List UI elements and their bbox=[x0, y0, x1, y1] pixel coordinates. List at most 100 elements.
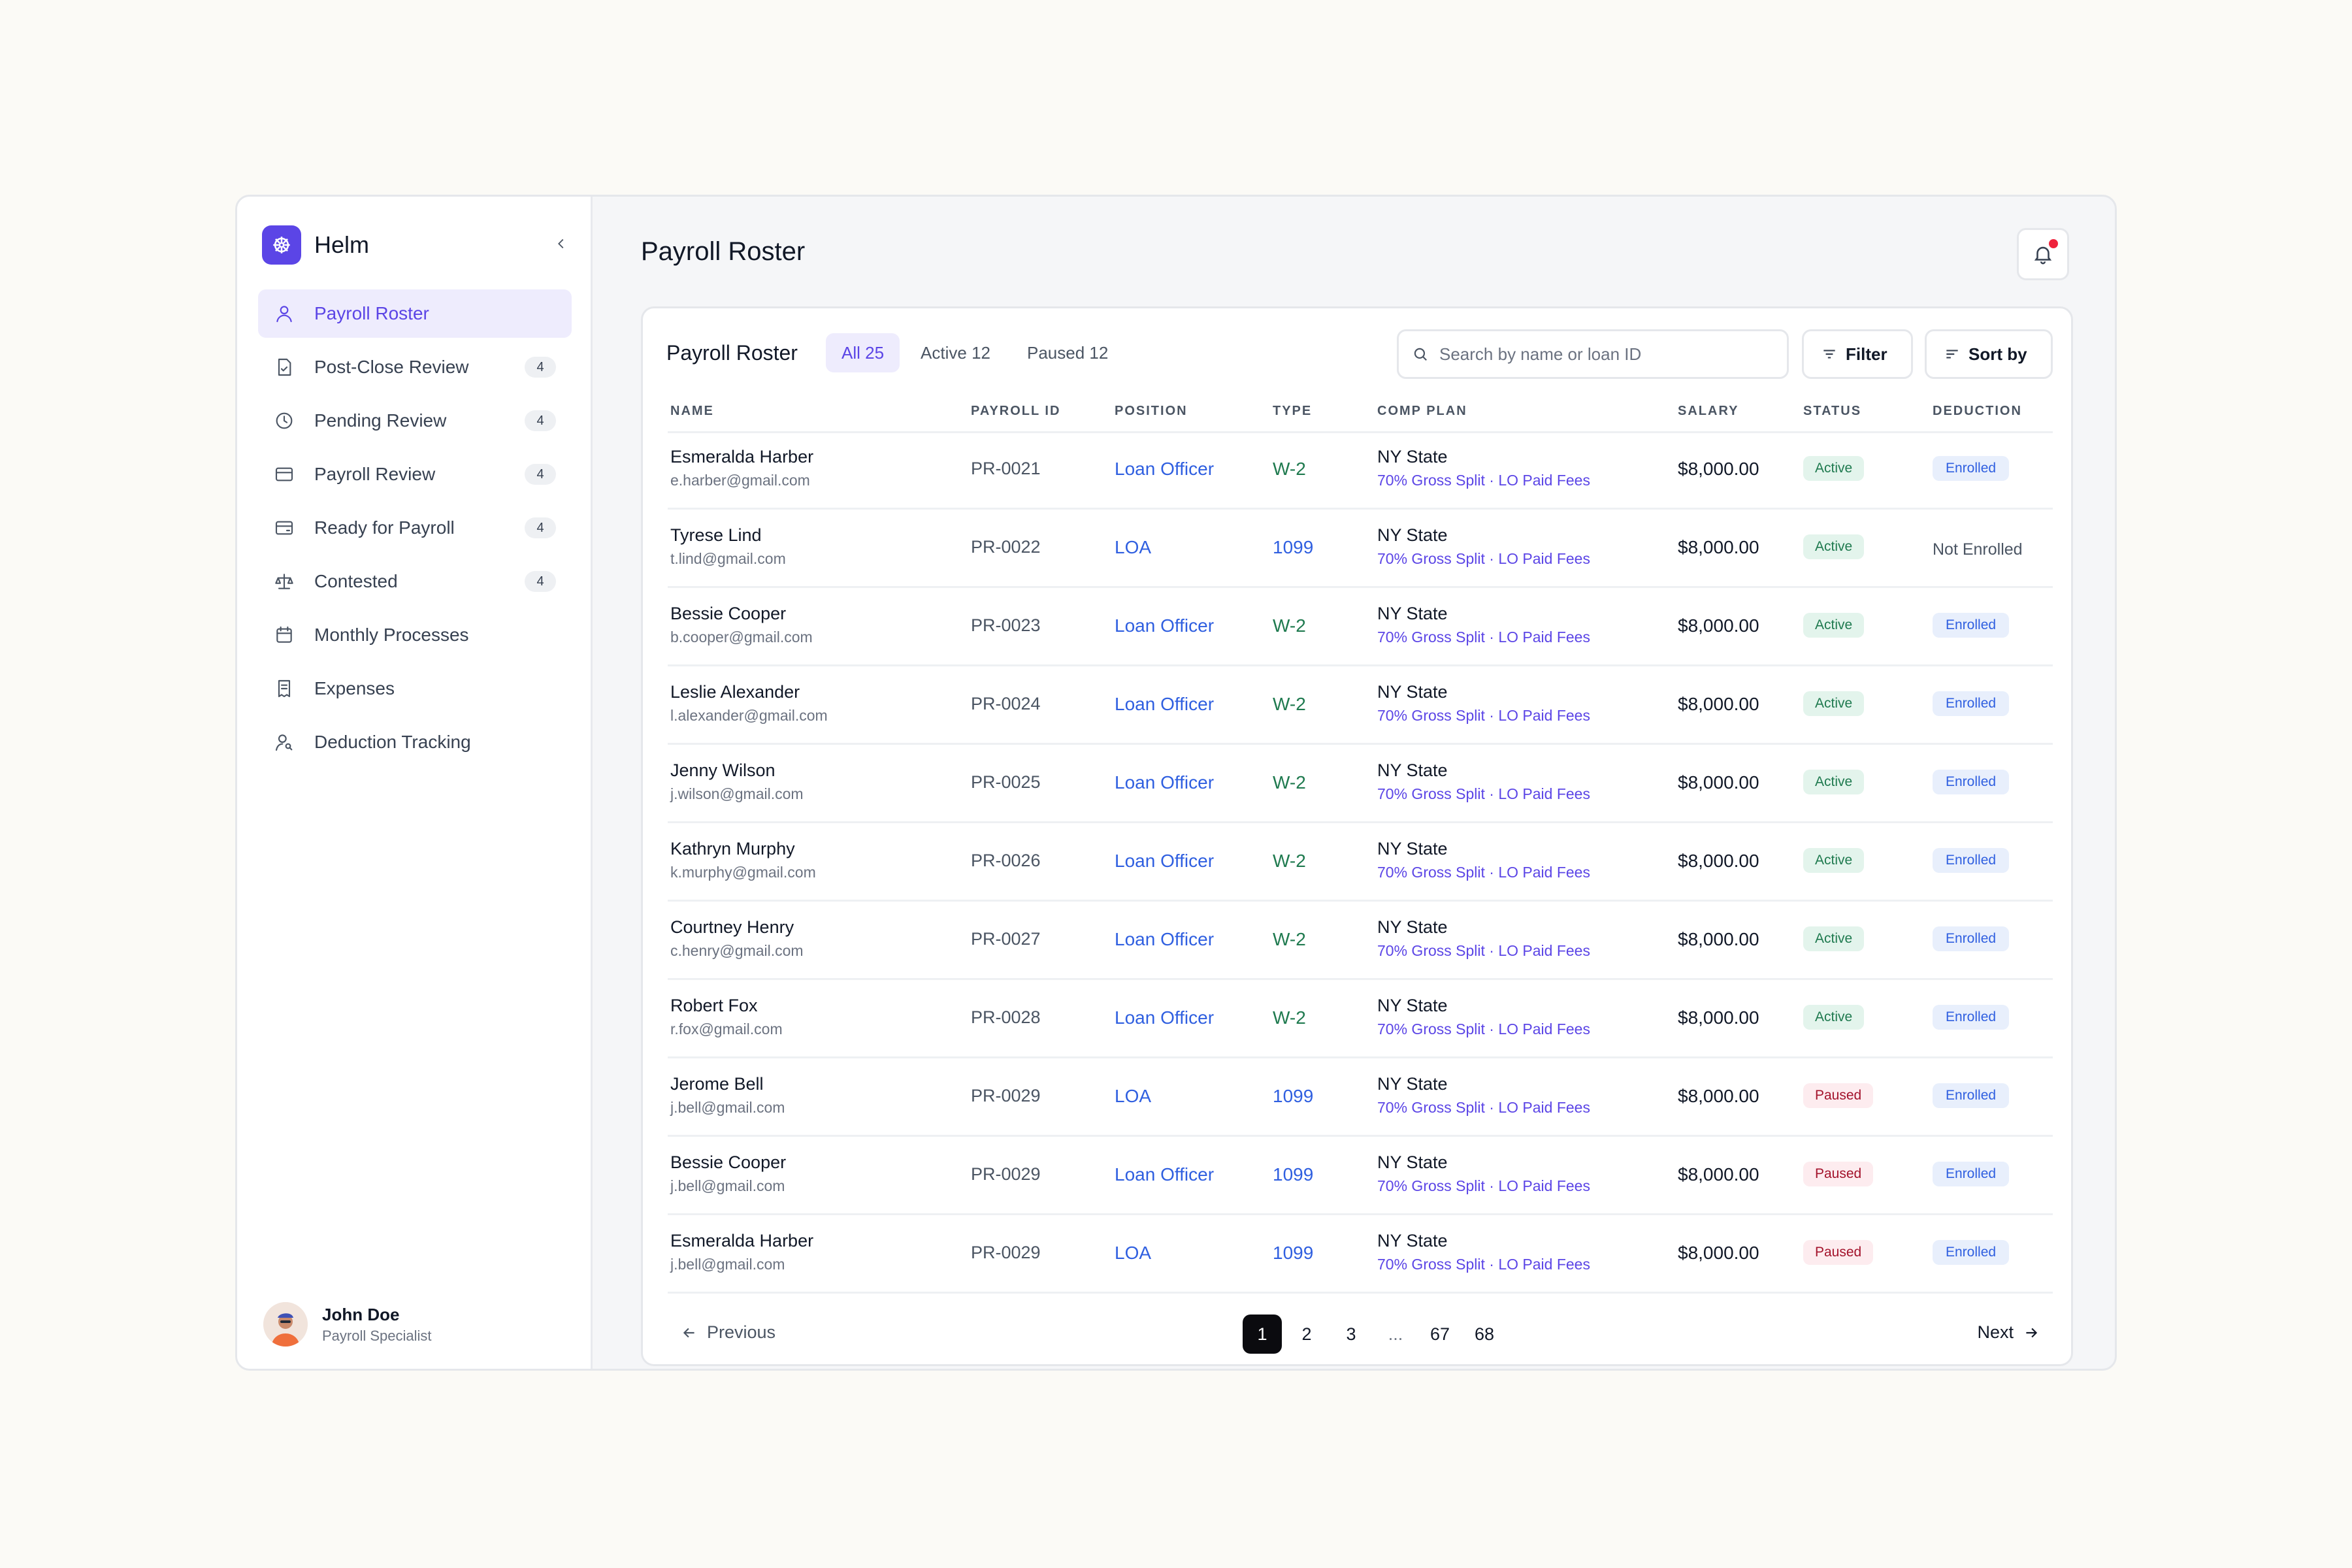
employee-name[interactable]: Courtney Henry bbox=[670, 917, 794, 937]
position-link[interactable]: LOA bbox=[1115, 1243, 1152, 1263]
position-link[interactable]: Loan Officer bbox=[1115, 1007, 1215, 1028]
salary: $8,000.00 bbox=[1678, 1243, 1759, 1263]
page-button[interactable]: 2 bbox=[1301, 1324, 1312, 1344]
notifications-button[interactable] bbox=[2017, 228, 2069, 280]
employment-type[interactable]: W-2 bbox=[1273, 929, 1306, 949]
table-row[interactable]: Leslie Alexander l.alexander@gmail.com P… bbox=[668, 666, 2053, 745]
previous-page-button[interactable]: Previous bbox=[681, 1322, 776, 1343]
comp-plan-link[interactable]: 70% Gross Split · LO Paid Fees bbox=[1377, 707, 1590, 724]
sidebar-item-label: Contested bbox=[314, 571, 398, 591]
sidebar-item-payroll-review[interactable]: Payroll Review 4 bbox=[258, 450, 572, 498]
deduction-badge: Enrolled bbox=[1933, 691, 2010, 716]
employment-type[interactable]: 1099 bbox=[1273, 537, 1314, 557]
position-link[interactable]: Loan Officer bbox=[1115, 851, 1215, 871]
position-link[interactable]: LOA bbox=[1115, 1086, 1152, 1106]
position-link[interactable]: Loan Officer bbox=[1115, 459, 1215, 479]
employee-name[interactable]: Bessie Cooper bbox=[670, 604, 787, 623]
employment-type[interactable]: W-2 bbox=[1273, 1007, 1306, 1028]
brand[interactable]: Helm bbox=[262, 225, 369, 265]
employment-type[interactable]: 1099 bbox=[1273, 1243, 1314, 1263]
table-row[interactable]: Bessie Cooper b.cooper@gmail.com PR-0023… bbox=[668, 588, 2053, 666]
comp-plan-link[interactable]: 70% Gross Split · LO Paid Fees bbox=[1377, 472, 1590, 489]
comp-plan-link[interactable]: 70% Gross Split · LO Paid Fees bbox=[1377, 550, 1590, 567]
column-header-type[interactable]: TYPE bbox=[1273, 404, 1313, 418]
employee-name[interactable]: Jerome Bell bbox=[670, 1074, 764, 1094]
tab-active[interactable]: Active 12 bbox=[921, 342, 990, 363]
employee-name[interactable]: Bessie Cooper bbox=[670, 1152, 787, 1172]
comp-plan-link[interactable]: 70% Gross Split · LO Paid Fees bbox=[1377, 785, 1590, 802]
column-header-status[interactable]: STATUS bbox=[1803, 404, 1862, 418]
payroll-id: PR-0029 bbox=[971, 1164, 1041, 1184]
sidebar-item-expenses[interactable]: Expenses bbox=[258, 664, 572, 713]
filter-button[interactable]: Filter bbox=[1802, 329, 1913, 379]
sidebar-item-payroll-roster[interactable]: Payroll Roster bbox=[258, 289, 572, 338]
employee-name[interactable]: Esmeralda Harber bbox=[670, 1231, 814, 1250]
sort-button[interactable]: Sort by bbox=[1925, 329, 2053, 379]
table-row[interactable]: Jerome Bell j.bell@gmail.com PR-0029 LOA… bbox=[668, 1058, 2053, 1137]
sidebar-item-pending-review[interactable]: Pending Review 4 bbox=[258, 397, 572, 445]
deduction-badge: Enrolled bbox=[1933, 1240, 2010, 1265]
table-row[interactable]: Robert Fox r.fox@gmail.com PR-0028 Loan … bbox=[668, 980, 2053, 1058]
table-row[interactable]: Esmeralda Harber e.harber@gmail.com PR-0… bbox=[668, 431, 2053, 510]
employee-name[interactable]: Robert Fox bbox=[670, 996, 758, 1015]
count-badge: 4 bbox=[525, 517, 556, 538]
employment-type[interactable]: W-2 bbox=[1273, 459, 1306, 479]
employment-type[interactable]: W-2 bbox=[1273, 694, 1306, 714]
column-header-name[interactable]: NAME bbox=[670, 404, 714, 418]
tab-paused[interactable]: Paused 12 bbox=[1027, 342, 1109, 363]
sidebar-item-post-close-review[interactable]: Post-Close Review 4 bbox=[258, 343, 572, 391]
column-header-comp-plan[interactable]: COMP PLAN bbox=[1377, 404, 1467, 418]
table-row[interactable]: Jenny Wilson j.wilson@gmail.com PR-0025 … bbox=[668, 745, 2053, 823]
comp-plan-link[interactable]: 70% Gross Split · LO Paid Fees bbox=[1377, 1177, 1590, 1194]
column-header-position[interactable]: POSITION bbox=[1115, 404, 1188, 418]
sidebar-item-monthly-processes[interactable]: Monthly Processes bbox=[258, 611, 572, 659]
employment-type[interactable]: W-2 bbox=[1273, 772, 1306, 792]
position-link[interactable]: Loan Officer bbox=[1115, 615, 1215, 636]
table-row[interactable]: Esmeralda Harber j.bell@gmail.com PR-002… bbox=[668, 1215, 2053, 1294]
next-page-button[interactable]: Next bbox=[1977, 1322, 2040, 1343]
collapse-sidebar-button[interactable] bbox=[551, 233, 572, 254]
comp-plan-link[interactable]: 70% Gross Split · LO Paid Fees bbox=[1377, 629, 1590, 645]
status-tabs: All 25 Active 12 Paused 12 bbox=[826, 333, 1129, 372]
employment-type[interactable]: W-2 bbox=[1273, 615, 1306, 636]
table-row[interactable]: Courtney Henry c.henry@gmail.com PR-0027… bbox=[668, 902, 2053, 980]
deduction-badge: Enrolled bbox=[1933, 1005, 2010, 1030]
comp-plan-link[interactable]: 70% Gross Split · LO Paid Fees bbox=[1377, 864, 1590, 881]
table-row[interactable]: Kathryn Murphy k.murphy@gmail.com PR-002… bbox=[668, 823, 2053, 902]
position-link[interactable]: Loan Officer bbox=[1115, 694, 1215, 714]
column-header-payroll-id[interactable]: PAYROLL ID bbox=[971, 404, 1061, 418]
page-button[interactable]: 3 bbox=[1346, 1324, 1356, 1344]
search-input[interactable] bbox=[1438, 343, 1767, 365]
status-badge: Active bbox=[1803, 1005, 1865, 1030]
tab-all[interactable]: All 25 bbox=[826, 333, 900, 372]
sidebar-item-contested[interactable]: Contested 4 bbox=[258, 557, 572, 606]
user-profile[interactable]: John Doe Payroll Specialist bbox=[263, 1302, 432, 1347]
employment-type[interactable]: 1099 bbox=[1273, 1086, 1314, 1106]
page-button[interactable]: 67 bbox=[1429, 1324, 1450, 1344]
sidebar-item-deduction-tracking[interactable]: Deduction Tracking bbox=[258, 718, 572, 766]
position-link[interactable]: Loan Officer bbox=[1115, 929, 1215, 949]
employee-name[interactable]: Esmeralda Harber bbox=[670, 447, 814, 466]
comp-plan-link[interactable]: 70% Gross Split · LO Paid Fees bbox=[1377, 1021, 1590, 1037]
employee-name[interactable]: Kathryn Murphy bbox=[670, 839, 795, 858]
employee-name[interactable]: Tyrese Lind bbox=[670, 525, 762, 545]
position-link[interactable]: Loan Officer bbox=[1115, 1164, 1215, 1184]
employment-type[interactable]: W-2 bbox=[1273, 851, 1306, 871]
employee-name[interactable]: Jenny Wilson bbox=[670, 760, 776, 780]
comp-plan-link[interactable]: 70% Gross Split · LO Paid Fees bbox=[1377, 1256, 1590, 1273]
employee-name[interactable]: Leslie Alexander bbox=[670, 682, 800, 702]
employment-type[interactable]: 1099 bbox=[1273, 1164, 1314, 1184]
position-link[interactable]: LOA bbox=[1115, 537, 1152, 557]
sidebar-item-ready-for-payroll[interactable]: Ready for Payroll 4 bbox=[258, 504, 572, 552]
column-header-salary[interactable]: SALARY bbox=[1678, 404, 1739, 418]
table-row[interactable]: Tyrese Lind t.lind@gmail.com PR-0022 LOA… bbox=[668, 510, 2053, 588]
position-link[interactable]: Loan Officer bbox=[1115, 772, 1215, 792]
page-button[interactable]: 1 bbox=[1243, 1315, 1282, 1354]
page-button[interactable]: 68 bbox=[1474, 1324, 1495, 1344]
column-header-deduction[interactable]: DEDUCTION bbox=[1933, 404, 2022, 418]
comp-plan-link[interactable]: 70% Gross Split · LO Paid Fees bbox=[1377, 1099, 1590, 1116]
table-body: Esmeralda Harber e.harber@gmail.com PR-0… bbox=[668, 431, 2053, 1294]
comp-plan-link[interactable]: 70% Gross Split · LO Paid Fees bbox=[1377, 942, 1590, 959]
table-row[interactable]: Bessie Cooper j.bell@gmail.com PR-0029 L… bbox=[668, 1137, 2053, 1215]
payroll-id: PR-0024 bbox=[971, 694, 1041, 713]
